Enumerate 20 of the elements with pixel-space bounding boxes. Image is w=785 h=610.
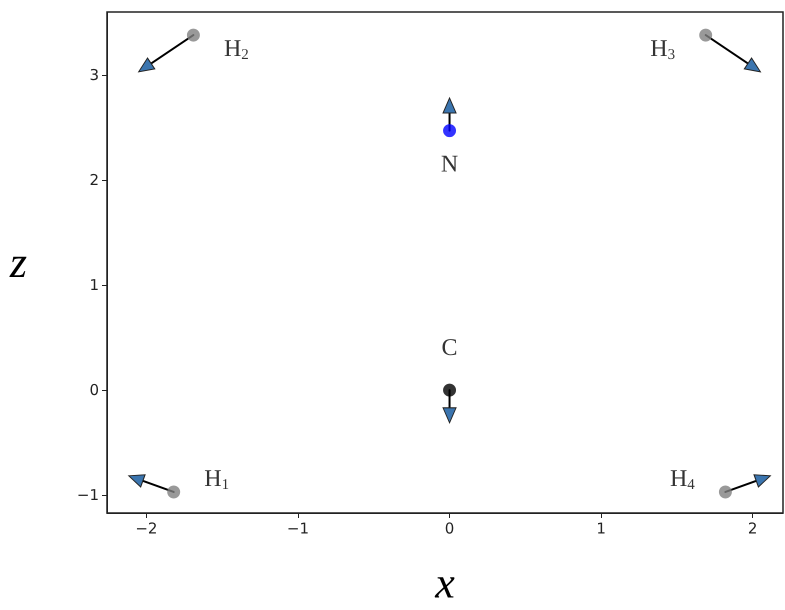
y-tick-label: 1 (89, 276, 99, 294)
series-label: C (442, 335, 458, 362)
x-tick-label: −1 (286, 520, 310, 538)
x-tick-label: −2 (135, 520, 158, 538)
y-tick-label: 0 (89, 381, 99, 400)
y-tick-label: −1 (76, 486, 99, 504)
x-tick-label: 1 (596, 520, 606, 538)
point (167, 485, 180, 498)
point (699, 28, 712, 42)
x-tick-label: 0 (444, 520, 454, 538)
point (443, 124, 456, 138)
point (186, 28, 200, 42)
x-tick-label: 2 (748, 520, 758, 538)
y-tick-label: 3 (89, 66, 99, 84)
y-tick-label: 2 (89, 171, 99, 190)
point (718, 485, 732, 498)
y-axis-title: z (8, 238, 27, 287)
point (443, 384, 456, 397)
series-label: N (440, 152, 458, 178)
x-axis-title: x (434, 558, 456, 608)
